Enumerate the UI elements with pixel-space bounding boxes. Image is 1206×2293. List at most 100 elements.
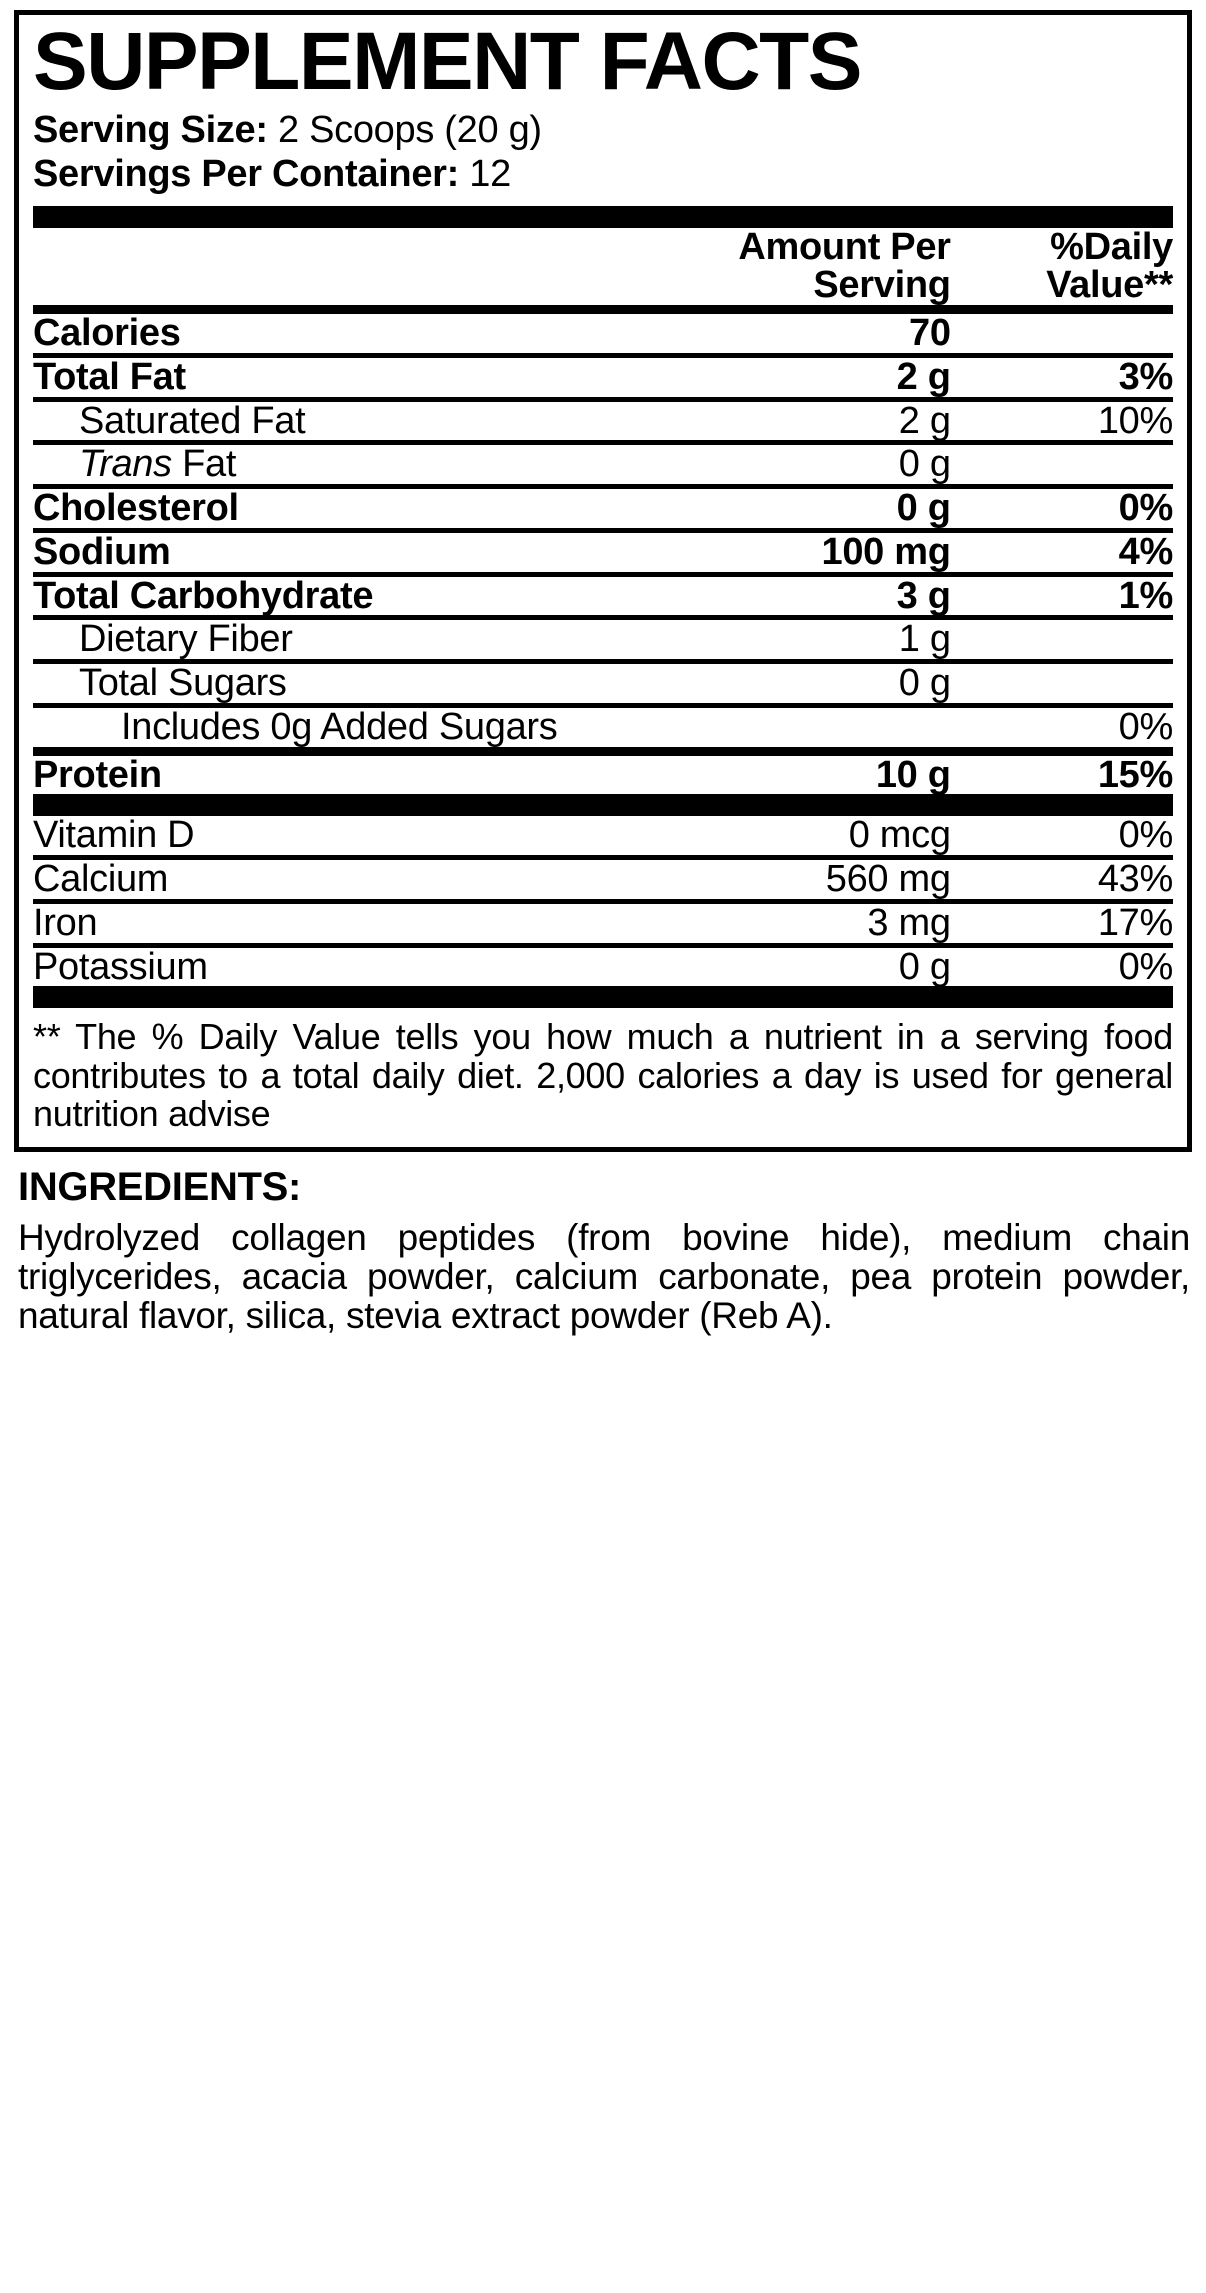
- row-divider: [33, 986, 1173, 1009]
- divider-hair: [33, 659, 1173, 665]
- table-row: Cholesterol 0 g 0%: [33, 489, 1173, 528]
- table-row: Protein 10 g 15%: [33, 753, 1173, 796]
- table-row: Total Sugars 0 g: [33, 664, 1173, 703]
- nutrient-daily-value: 17%: [1097, 901, 1173, 944]
- nutrient-amount: 0 g: [898, 662, 951, 705]
- header-spacer: [33, 228, 643, 306]
- nutrient-name: Calcium: [33, 858, 169, 901]
- divider-thick-top: [33, 205, 1173, 228]
- column-header-amount: Amount Per Serving: [643, 225, 951, 307]
- nutrient-name: Calories: [33, 312, 181, 355]
- servings-per-container-value: 12: [469, 153, 511, 196]
- table-row: Sodium 100 mg 4%: [33, 533, 1173, 572]
- nutrient-name: Includes 0g Added Sugars: [121, 705, 558, 748]
- nutrient-name: Potassium: [33, 945, 208, 988]
- divider-hair: [33, 942, 1173, 948]
- nutrient-amount: 1 g: [898, 618, 951, 661]
- nutrient-amount: 0 g: [898, 945, 951, 988]
- nutrient-name: Iron: [33, 901, 98, 944]
- nutrient-daily-value: 43%: [1097, 858, 1173, 901]
- nutrient-name: Vitamin D: [33, 814, 195, 857]
- divider-hair: [33, 898, 1173, 904]
- nutrient-amount: 70: [909, 312, 951, 355]
- row-divider: [33, 527, 1173, 533]
- nutrient-amount: 2 g: [898, 399, 951, 442]
- nutrient-daily-value: 0%: [1118, 487, 1174, 530]
- serving-size-line: Serving Size: 2 Scoops (20 g): [33, 108, 1173, 152]
- divider-medium: [33, 746, 1173, 756]
- nutrient-daily-value: 10%: [1097, 399, 1173, 442]
- nutrient-daily-value: [951, 445, 1173, 484]
- table-row: Vitamin D 0 mcg 0%: [33, 816, 1173, 855]
- nutrient-daily-value: 4%: [1118, 530, 1174, 573]
- row-divider: [33, 942, 1173, 948]
- nutrient-amount: 3 g: [896, 574, 951, 617]
- supplement-facts-panel: SUPPLEMENT FACTS Serving Size: 2 Scoops …: [14, 10, 1192, 1152]
- nutrient-name: Protein: [33, 753, 162, 796]
- table-row: Total Fat 2 g 3%: [33, 358, 1173, 397]
- nutrient-name: Total Fat: [33, 355, 186, 398]
- nutrient-daily-value: [951, 664, 1173, 703]
- nutrient-name: Trans Fat: [79, 443, 237, 486]
- table-row: Total Carbohydrate 3 g 1%: [33, 574, 1173, 617]
- table-row: Potassium 0 g 0%: [33, 945, 1174, 988]
- row-divider: [33, 305, 1173, 315]
- serving-size-value: 2 Scoops (20 g): [278, 108, 542, 151]
- row-divider: [33, 659, 1173, 665]
- table-row: Iron 3 mg 17%: [33, 904, 1173, 943]
- nutrient-name: Saturated Fat: [79, 399, 306, 442]
- nutrient-name: Total Sugars: [79, 662, 287, 705]
- divider-hair: [33, 440, 1173, 446]
- serving-size-label: Serving Size:: [33, 108, 268, 151]
- divider-medium: [33, 305, 1173, 315]
- divider-hair: [33, 352, 1173, 358]
- nutrient-amount: 2 g: [896, 355, 951, 398]
- row-divider: [33, 855, 1173, 861]
- nutrient-name: Total Carbohydrate: [33, 574, 374, 617]
- row-divider: [33, 702, 1173, 708]
- nutrient-amount: 0 g: [898, 443, 951, 486]
- divider-hair: [33, 396, 1173, 402]
- divider-hair: [33, 571, 1173, 577]
- table-row: Dietary Fiber 1 g: [33, 620, 1173, 659]
- divider-hair: [33, 615, 1173, 621]
- row-divider: [33, 794, 1173, 817]
- nutrient-amount: 560 mg: [825, 858, 951, 901]
- nutrient-daily-value: 0%: [1118, 945, 1174, 988]
- row-divider: [33, 571, 1173, 577]
- nutrient-amount: 0 g: [896, 487, 951, 530]
- divider-hair: [33, 702, 1173, 708]
- divider-hair: [33, 484, 1173, 490]
- amount-header-line1: Amount Per: [738, 225, 951, 268]
- row-divider: [33, 898, 1173, 904]
- dv-header-line2: Value**: [1046, 264, 1173, 307]
- nutrient-amount: 10 g: [875, 753, 951, 796]
- table-row: Calories 70: [33, 314, 1173, 353]
- nutrient-daily-value: 0%: [1118, 705, 1174, 748]
- row-divider: [33, 396, 1173, 402]
- nutrient-amount: 100 mg: [821, 530, 951, 573]
- nutrient-name: Dietary Fiber: [79, 618, 293, 661]
- amount-header-line2: Serving: [813, 264, 951, 307]
- table-row: Calcium 560 mg 43%: [33, 860, 1173, 899]
- nutrient-amount: [643, 708, 951, 747]
- table-row: Saturated Fat 2 g 10%: [33, 399, 1173, 442]
- row-divider: [33, 484, 1173, 490]
- ingredients-section: INGREDIENTS: Hydrolyzed collagen peptide…: [14, 1152, 1192, 1336]
- divider-thick: [33, 794, 1173, 817]
- divider-thick: [33, 986, 1173, 1009]
- nutrient-daily-value: 15%: [1097, 753, 1173, 796]
- nutrient-name-italic: Trans: [79, 443, 172, 486]
- nutrient-amount: 0 mcg: [848, 814, 951, 857]
- ingredients-body: Hydrolyzed collagen peptides (from bovin…: [18, 1216, 1190, 1337]
- nutrient-amount: 3 mg: [867, 901, 951, 944]
- nutrient-daily-value: [951, 620, 1173, 659]
- servings-per-container-label: Servings Per Container:: [33, 153, 459, 196]
- table-row: Includes 0g Added Sugars 0%: [33, 708, 1173, 747]
- nutrient-name: Sodium: [33, 530, 171, 573]
- divider-hair: [33, 527, 1173, 533]
- nutrient-daily-value: 3%: [1118, 355, 1174, 398]
- dv-header-line1: %Daily: [1050, 225, 1173, 268]
- page-title: SUPPLEMENT FACTS: [33, 16, 862, 107]
